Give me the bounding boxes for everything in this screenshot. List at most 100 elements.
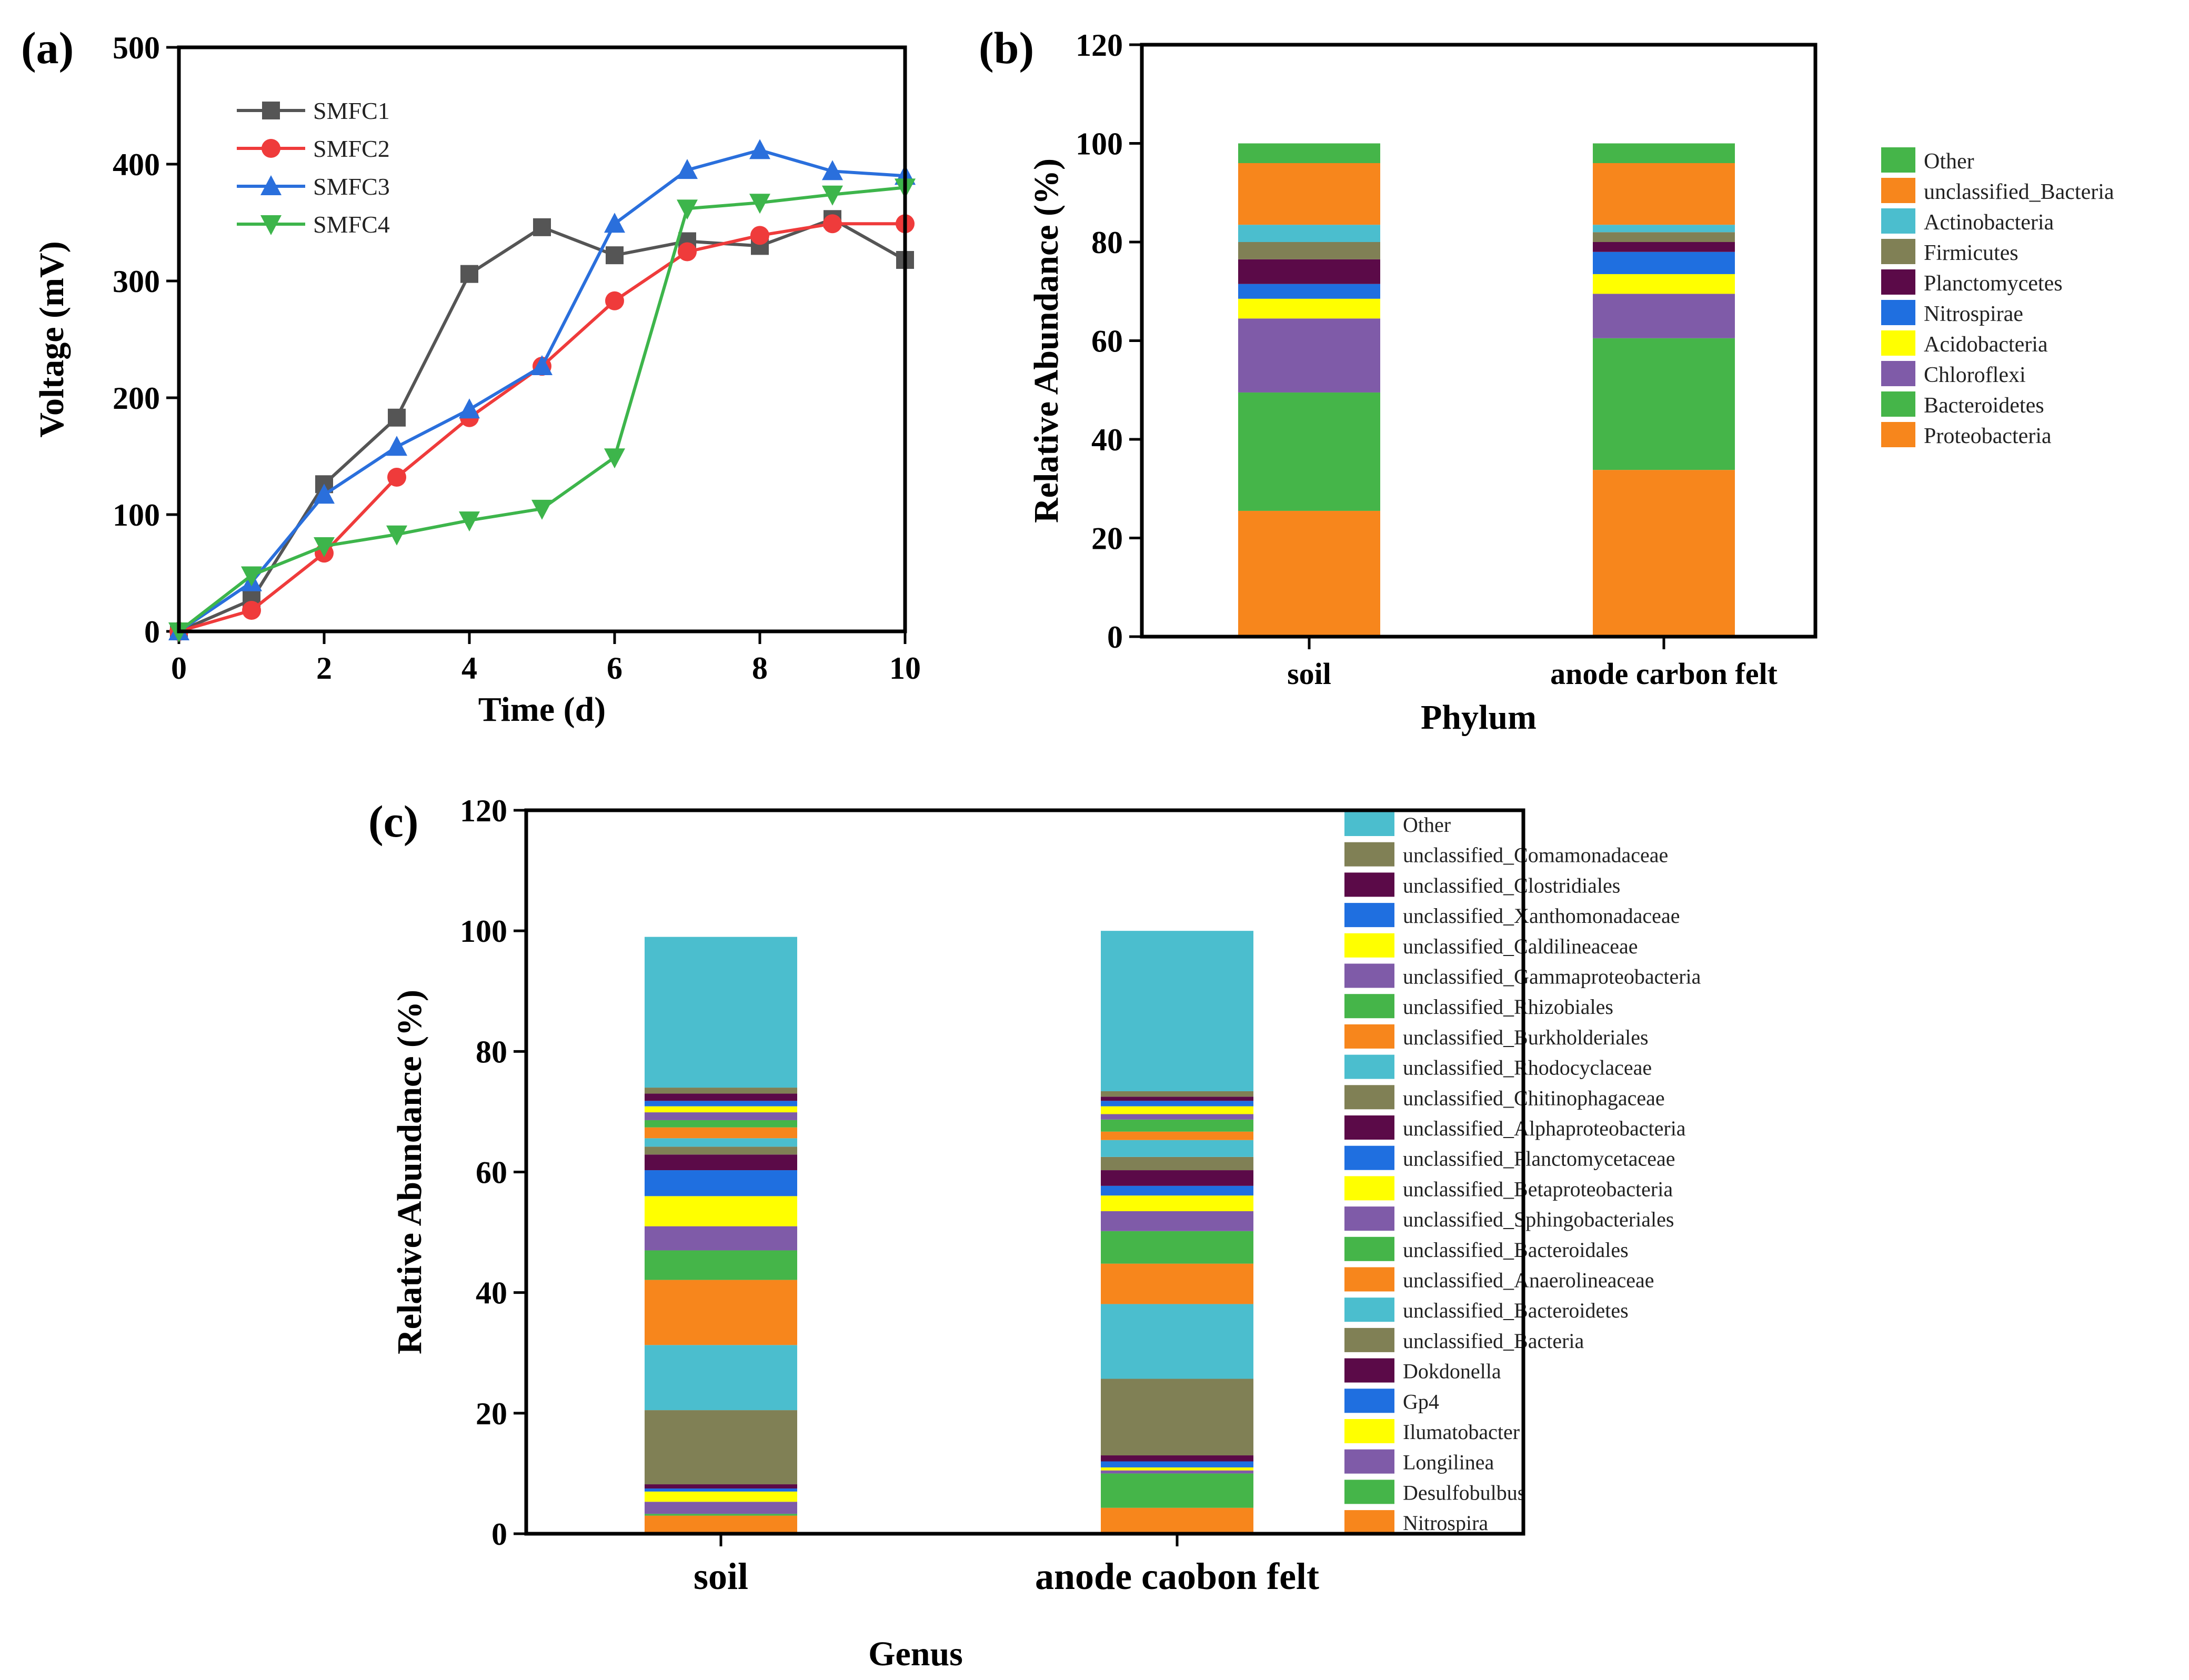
panel-b-plot-frame [1140,43,1818,639]
panel-a-point-smfc3 [531,355,553,376]
panel-b-bar-segment-unclassified-bacteria [1238,163,1380,225]
panel-c-bar-segment-gp4 [645,1488,797,1492]
panel-c-legend-swatch-desulfobulbus [1344,1480,1394,1504]
panel-c-legend-swatch-unclassified-gammaproteobacteria [1344,963,1394,988]
panel-c-legend-swatch-unclassified-betaproteobacteria [1344,1176,1394,1201]
panel-c-legend-label-other: Other [1403,813,1451,837]
panel-c-legend-swatch-unclassified-chitinophagaceae [1344,1085,1394,1110]
panel-a-ytick-label: 0 [144,615,160,649]
panel-c-bar-segment-unclassified-comamonadaceae [645,1088,797,1094]
panel-c-legend-swatch-unclassified-clostridiales [1344,872,1394,897]
panel-c-legend-swatch-unclassified-bacteroidetes [1344,1297,1394,1322]
panel-c-bar-segment-unclassified-comamonadaceae [1101,1091,1253,1097]
panel-b-bar-segment-nitrospirae [1238,284,1380,299]
panel-a-ytick-label: 400 [113,147,160,182]
panel-b-ytick-label: 80 [1091,225,1123,260]
panel-b-legend-label-proteobacteria: Proteobacteria [1924,424,2052,448]
panel-c-bar-segment-other [1101,931,1253,1091]
panel-c-x-axis-label: Genus [868,1635,963,1673]
panel-c-legend-swatch-unclassified-xanthomonadaceae [1344,903,1394,928]
panel-b-ytick-label: 40 [1091,422,1123,457]
panel-b-bar-segment-acidobacteria [1238,298,1380,319]
panel-a-point-smfc4 [386,525,407,546]
panel-a-ytick-label: 100 [113,498,160,532]
panel-a-ytick-label: 500 [113,31,160,65]
panel-a-point-smfc2 [242,601,261,620]
panel-c-bar-segment-unclassified-clostridiales [1101,1096,1253,1101]
panel-c-legend-label-unclassified-xanthomonadaceae: unclassified_Xanthomonadaceae [1403,904,1680,928]
panel-b-legend-swatch-chloroflexi [1881,361,1915,386]
panel-c-ytick-label: 80 [476,1034,507,1069]
panel-c-legend-label-dokdonella: Dokdonella [1403,1360,1501,1383]
panel-c-bar-segment-unclassified-burkholderiales [1101,1131,1253,1140]
panel-b-legend-label-acidobacteria: Acidobacteria [1924,333,2048,357]
panel-c-legend-swatch-unclassified-bacteria [1344,1327,1394,1352]
panel-a-point-smfc2 [605,291,624,310]
panel-a-point-smfc4 [822,185,843,206]
panel-c-legend-label-unclassified-chitinophagaceae: unclassified_Chitinophagaceae [1403,1086,1665,1110]
panel-c-bar-segment-unclassified-bacteroidales [645,1250,797,1280]
panel-b-legend-swatch-planctomycetes [1881,269,1915,295]
panel-c-bar-segment-unclassified-rhodocyclaceae [1101,1140,1253,1157]
panel-c-bar-segment-unclassified-sphingobacteriales [645,1226,797,1251]
panel-c-bar-segment-unclassified-clostridiales [645,1093,797,1101]
panel-b-category-label-soil: soil [1287,657,1331,691]
panel-b-bar-segment-chloroflexi [1238,318,1380,393]
panel-c-bar-segment-unclassified-rhizobiales [645,1120,797,1128]
panel-c-bar-segment-unclassified-rhizobiales [1101,1119,1253,1132]
panel-a-legend-label-smfc4: SMFC4 [313,211,390,238]
panel-a-legend-label-smfc2: SMFC2 [313,135,390,162]
panel-b-ytick-label: 60 [1091,324,1123,359]
panel-a-point-smfc3 [604,213,625,233]
panel-a-point-smfc1 [388,408,406,427]
panel-c-legend-label-unclassified-gammaproteobacteria: unclassified_Gammaproteobacteria [1403,965,1701,989]
panel-b-legend-swatch-unclassified-bacteria [1881,178,1915,203]
panel-b-legend-swatch-acidobacteria [1881,330,1915,356]
panel-c-bar-segment-unclassified-chitinophagaceae [645,1146,797,1155]
panel-c-legend-label-unclassified-rhodocyclaceae: unclassified_Rhodocyclaceae [1403,1056,1652,1080]
panel-a-point-smfc3 [749,139,770,159]
panel-b-bar-segment-bacteroidetes [1593,338,1735,470]
panel-a-label: (a) [21,23,74,73]
panel-c-bar-segment-unclassified-bacteroidetes [1101,1304,1253,1379]
panel-a-point-smfc3 [459,398,480,419]
panel-b-y-axis-label: Relative Abundance (%) [1027,158,1066,523]
panel-c-legend-label-unclassified-clostridiales: unclassified_Clostridiales [1403,873,1620,897]
panel-b-legend-swatch-other [1881,147,1915,173]
panel-c-bar-segment-unclassified-planctomycetaceae [645,1170,797,1196]
panel-b-ytick-label: 120 [1076,28,1123,63]
panel-a-point-smfc4 [531,499,553,520]
panel-b-legend-label-unclassified-bacteria: unclassified_Bacteria [1924,180,2114,204]
panel-c-ytick-label: 0 [491,1517,507,1552]
panel-c-bar-segment-unclassified-betaproteobacteria [1101,1195,1253,1211]
panel-c-bar-segment-nitrospira [1101,1507,1253,1534]
panel-a-legend-label-smfc1: SMFC1 [313,97,390,124]
panel-b-legend-swatch-actinobacteria [1881,208,1915,234]
panel-c-ytick-label: 40 [476,1276,507,1311]
panel-a-point-smfc3 [314,484,335,504]
panel-b-bar-segment-bacteroidetes [1238,392,1380,511]
panel-a-point-smfc4 [241,566,262,587]
panel-c-bar-segment-unclassified-anaerolineaceae [645,1280,797,1345]
panel-b-bar-segment-proteobacteria [1593,470,1735,637]
panel-b-ytick-label: 0 [1107,620,1123,655]
panel-a-line-smfc2 [178,222,905,633]
panel-c-bar-segment-longilinea [1101,1470,1253,1474]
panel-c-bar-segment-unclassified-bacteroidetes [645,1345,797,1411]
panel-a-point-smfc1 [460,265,478,283]
panel-a-point-smfc4 [314,537,335,557]
panel-b-bar-segment-other [1593,143,1735,163]
panel-a-xtick-label: 2 [316,651,332,686]
panel-c-bar-segment-nitrospira [645,1515,797,1534]
panel-c-legend-label-unclassified-planctomycetaceae: unclassified_Planctomycetaceae [1403,1147,1675,1171]
panel-c-bar-segment-unclassified-alphaproteobacteria [645,1154,797,1171]
panel-a-point-smfc3 [822,160,843,180]
panel-c-legend-label-unclassified-rhizobiales: unclassified_Rhizobiales [1403,995,1613,1019]
panel-c-legend-label-longilinea: Longilinea [1403,1451,1494,1474]
panel-c-bar-segment-unclassified-caldilineaceae [645,1106,797,1113]
panel-c-legend-swatch-unclassified-sphingobacteriales [1344,1206,1394,1231]
panel-a-plot-frame [177,45,907,633]
panel-c-bar-segment-unclassified-xanthomonadaceae [645,1101,797,1106]
panel-b-legend-label-firmicutes: Firmicutes [1924,241,2019,265]
panel-c-ytick-label: 20 [476,1396,507,1431]
